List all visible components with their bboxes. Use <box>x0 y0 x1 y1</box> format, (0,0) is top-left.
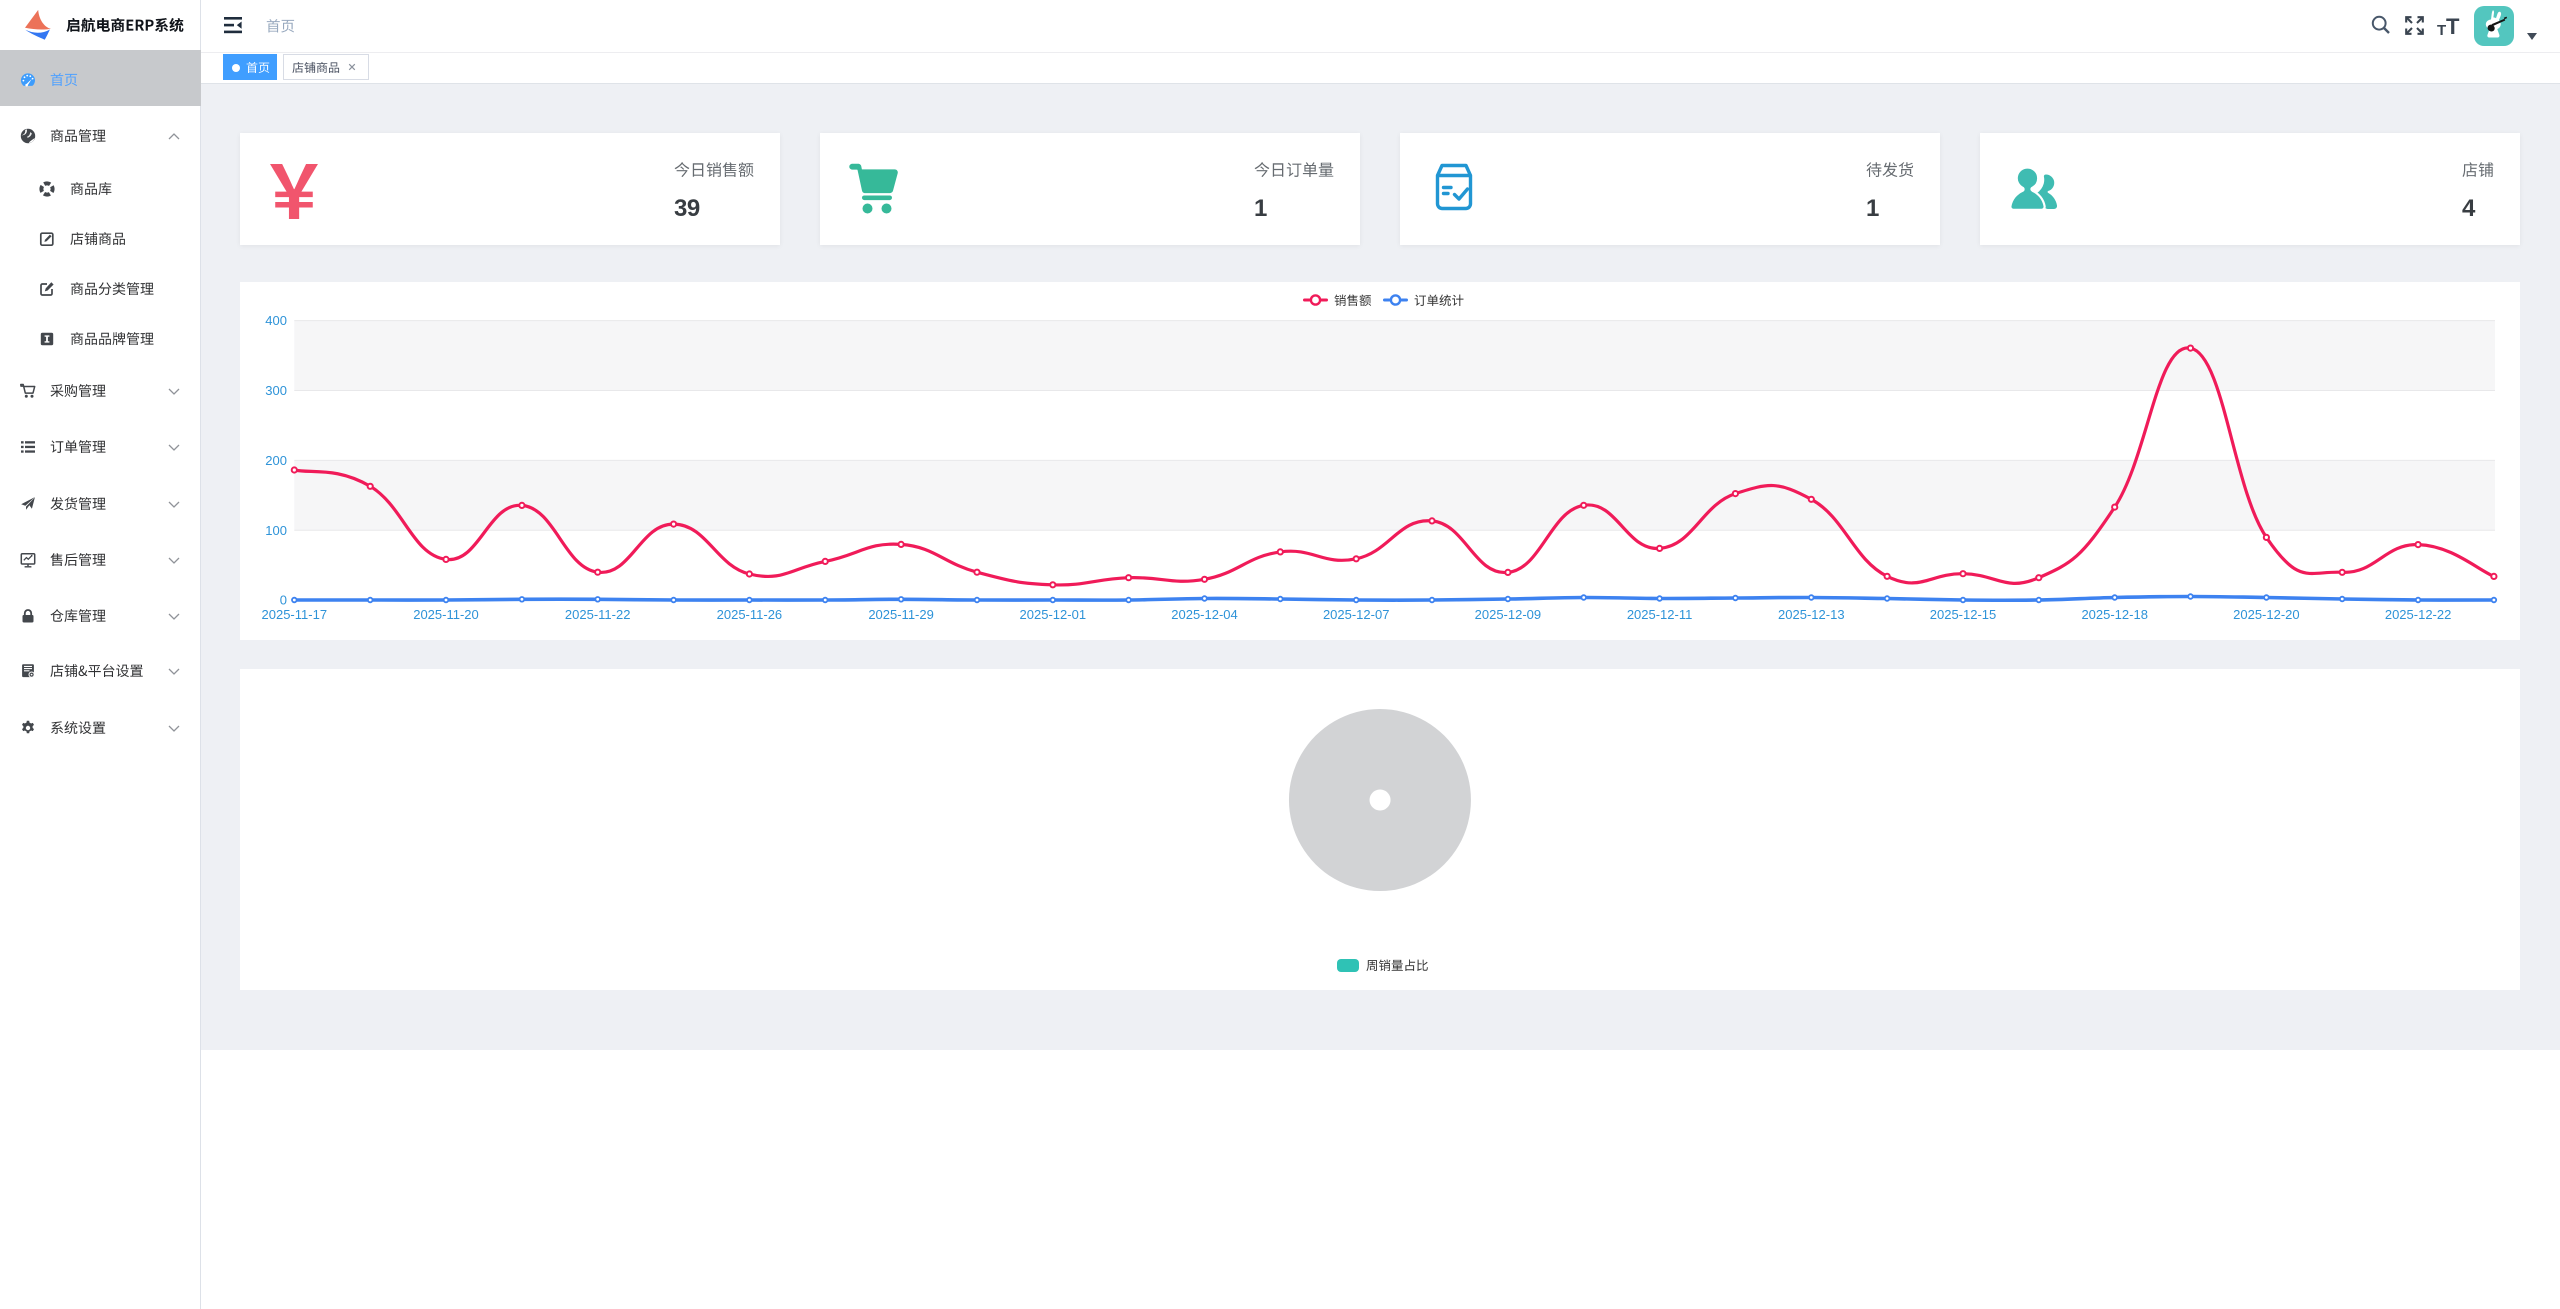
svg-text:2025-12-01: 2025-12-01 <box>1020 607 1087 622</box>
svg-text:2025-11-26: 2025-11-26 <box>717 607 783 622</box>
svg-text:2025-12-20: 2025-12-20 <box>2233 607 2300 622</box>
svg-text:2025-12-04: 2025-12-04 <box>1171 607 1238 622</box>
svg-text:2025-12-18: 2025-12-18 <box>2081 607 2148 622</box>
svg-text:200: 200 <box>265 453 287 468</box>
svg-text:2025-12-07: 2025-12-07 <box>1323 607 1390 622</box>
svg-text:400: 400 <box>265 313 287 328</box>
svg-text:2025-12-11: 2025-12-11 <box>1627 607 1693 622</box>
svg-text:2025-11-29: 2025-11-29 <box>868 607 934 622</box>
svg-text:2025-11-20: 2025-11-20 <box>413 607 479 622</box>
svg-text:0: 0 <box>280 593 287 608</box>
svg-text:2025-12-22: 2025-12-22 <box>2385 607 2452 622</box>
svg-text:300: 300 <box>265 383 287 398</box>
svg-text:2025-11-17: 2025-11-17 <box>262 607 328 622</box>
svg-text:2025-12-13: 2025-12-13 <box>1778 607 1845 622</box>
svg-text:100: 100 <box>265 523 287 538</box>
svg-text:2025-11-22: 2025-11-22 <box>565 607 631 622</box>
svg-text:2025-12-09: 2025-12-09 <box>1475 607 1542 622</box>
svg-text:2025-12-15: 2025-12-15 <box>1930 607 1997 622</box>
